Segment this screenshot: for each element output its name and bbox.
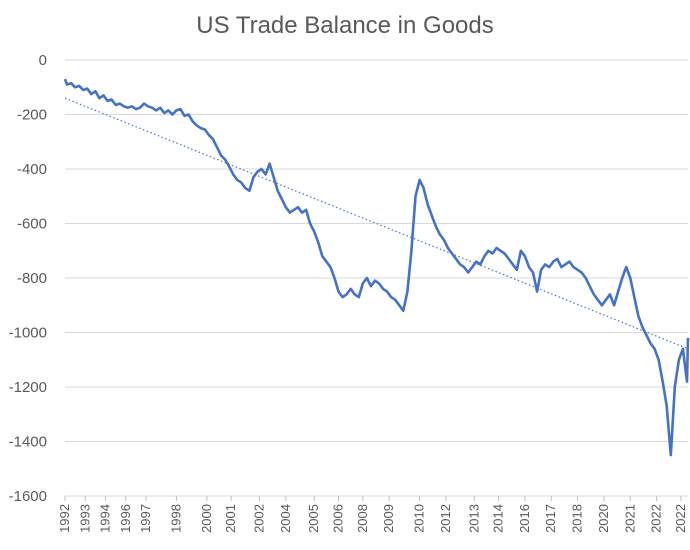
x-tick-label: 1993 (77, 504, 92, 533)
y-tick-label: -1400 (9, 434, 47, 451)
x-tick-label: 2001 (223, 504, 238, 533)
y-tick-label: -1200 (9, 379, 47, 396)
x-tick-label: 2004 (278, 504, 293, 533)
x-tick-label: 1997 (138, 504, 153, 533)
x-tick-label: 2021 (622, 504, 637, 533)
y-tick-label: -600 (17, 216, 47, 233)
y-tick-label: -400 (17, 161, 47, 178)
x-tick-label: 1992 (57, 504, 72, 533)
x-tick-label: 2002 (251, 504, 266, 533)
x-tick-label: 2022 (673, 504, 688, 533)
series-line (63, 78, 690, 457)
x-tick-label: 2022 (649, 504, 664, 533)
x-tick-label: 1998 (168, 504, 183, 533)
x-tick-label: 1996 (118, 504, 133, 533)
x-tick-label: 2009 (381, 504, 396, 533)
y-tick-label: -200 (17, 107, 47, 124)
x-tick-label: 2016 (517, 504, 532, 533)
x-tick-label: 2008 (355, 504, 370, 533)
chart-title: US Trade Balance in Goods (196, 12, 494, 39)
y-tick-label: -800 (17, 270, 47, 287)
x-tick-label: 2005 (306, 504, 321, 533)
y-tick-label: -1000 (9, 325, 47, 342)
x-tick-label: 1994 (98, 504, 113, 533)
x-tick-label: 2018 (570, 504, 585, 533)
x-tick-label: 2020 (596, 504, 611, 533)
x-tick-label: 2000 (199, 504, 214, 533)
x-tick-label: 2012 (438, 504, 453, 533)
y-tick-label: -1600 (9, 488, 47, 505)
y-tick-label: 0 (39, 52, 47, 69)
x-tick-label: 2017 (543, 504, 558, 533)
x-tick-label: 2014 (491, 504, 506, 533)
x-tick-label: 2013 (466, 504, 481, 533)
x-tick-label: 2006 (331, 504, 346, 533)
x-tick-label: 2010 (412, 504, 427, 533)
